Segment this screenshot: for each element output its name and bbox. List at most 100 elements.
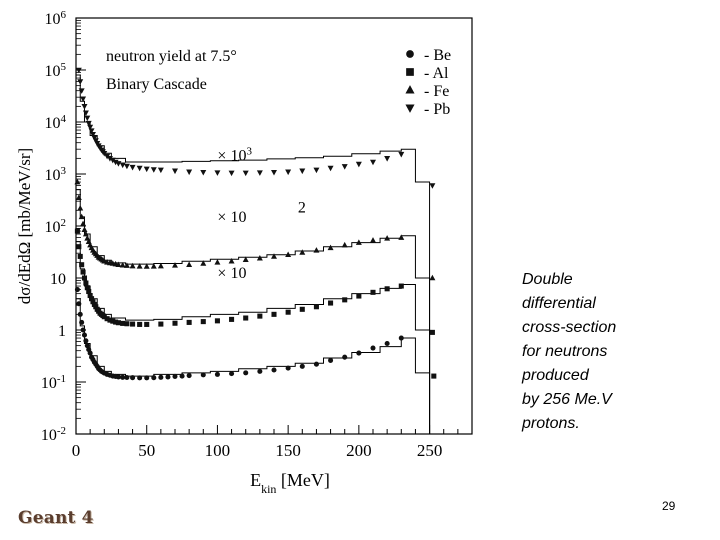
data-point-pb	[101, 151, 108, 157]
data-point-al	[214, 318, 220, 324]
x-tick-label: 150	[275, 441, 301, 460]
data-point-be	[137, 375, 143, 381]
data-point-pb	[214, 170, 221, 176]
data-point-pb	[285, 169, 292, 176]
data-point-pb	[89, 132, 96, 138]
data-point-fe	[78, 213, 85, 220]
data-point-pb	[242, 170, 249, 177]
data-point-al	[200, 319, 206, 325]
legend-marker	[405, 104, 415, 113]
data-point-al	[257, 313, 263, 319]
data-point-al	[79, 262, 85, 268]
data-point-al	[370, 289, 376, 295]
data-point-be	[356, 350, 362, 356]
data-point-pb	[429, 183, 436, 189]
data-point-pb	[370, 159, 376, 166]
data-point-al	[299, 306, 305, 312]
data-point-al	[101, 314, 107, 320]
data-point-al	[76, 244, 82, 250]
data-point-pb	[88, 128, 95, 134]
data-point-al	[89, 296, 95, 302]
data-point-fe	[355, 239, 362, 245]
data-point-be	[342, 354, 348, 360]
y-tick-label: 10	[50, 271, 66, 288]
histogram-pb	[76, 74, 431, 434]
scale-label: 2	[298, 200, 306, 217]
data-point-al	[328, 300, 334, 306]
histogram-al	[76, 241, 431, 434]
data-point-al	[84, 285, 90, 291]
data-point-be	[87, 350, 93, 356]
data-point-pb	[384, 156, 391, 162]
data-point-fe	[285, 251, 292, 258]
data-point-al	[80, 269, 86, 275]
data-point-be	[115, 374, 121, 380]
data-point-be	[370, 345, 376, 351]
data-point-fe	[341, 241, 348, 248]
data-point-al	[342, 297, 348, 303]
data-point-al	[110, 318, 116, 324]
legend-marker	[406, 50, 414, 58]
data-point-fe	[74, 178, 81, 185]
data-point-pb	[75, 67, 82, 74]
data-point-fe	[299, 249, 306, 255]
data-point-al	[115, 320, 121, 326]
data-point-pb	[313, 167, 320, 174]
data-point-pb	[136, 165, 143, 172]
data-point-al	[86, 288, 92, 295]
data-point-al	[285, 309, 291, 315]
data-point-al	[172, 320, 178, 326]
data-point-pb	[150, 167, 157, 173]
data-point-al	[107, 317, 113, 323]
data-point-al	[158, 321, 164, 327]
data-point-be	[83, 338, 89, 344]
legend-label: - Al	[424, 65, 449, 82]
data-point-be	[120, 374, 126, 380]
caption-line: produced	[522, 367, 589, 384]
data-point-al	[144, 321, 150, 327]
page-number: 29	[662, 499, 676, 513]
data-point-al	[77, 253, 83, 259]
data-point-pb	[172, 168, 178, 175]
data-point-be	[74, 287, 80, 293]
y-tick-label: 105	[45, 61, 67, 80]
data-point-al	[313, 304, 319, 310]
data-point-be	[285, 365, 291, 371]
caption-line: by 256 Me.V	[522, 391, 612, 408]
data-point-pb	[228, 170, 235, 177]
data-point-al	[431, 373, 437, 379]
data-point-fe	[327, 244, 334, 251]
data-point-pb	[87, 124, 94, 131]
data-point-fe	[200, 260, 207, 266]
legend-marker	[406, 68, 414, 76]
data-point-al	[113, 319, 119, 325]
data-point-fe	[256, 255, 263, 261]
data-point-be	[81, 332, 88, 338]
data-point-al	[384, 286, 390, 292]
data-point-pb	[85, 120, 92, 127]
data-point-fe	[143, 263, 150, 269]
data-point-be	[179, 373, 185, 379]
chart-subtitle: Binary Cascade	[106, 76, 207, 93]
y-tick-label: 104	[45, 113, 67, 132]
caption-line: for neutrons	[522, 343, 608, 360]
data-point-pb	[77, 79, 84, 85]
data-point-pb	[91, 135, 98, 141]
data-point-al	[243, 315, 249, 321]
legend-label: - Fe	[424, 83, 449, 100]
data-point-al	[130, 321, 136, 327]
data-point-pb	[81, 104, 88, 110]
data-point-be	[186, 373, 192, 379]
data-point-al	[74, 228, 80, 234]
y-tick-label: 10-2	[41, 425, 66, 444]
data-point-pb	[299, 168, 306, 175]
data-point-pb	[115, 161, 122, 167]
data-point-fe	[214, 259, 221, 265]
data-point-pb	[106, 156, 113, 162]
data-point-be	[76, 301, 82, 307]
histogram-be	[76, 298, 431, 434]
data-point-be	[328, 357, 334, 363]
data-point-al	[229, 316, 235, 322]
data-point-be	[79, 319, 85, 325]
data-point-al	[87, 293, 93, 299]
